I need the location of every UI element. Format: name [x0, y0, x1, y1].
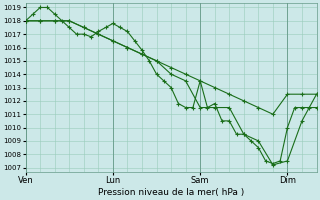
X-axis label: Pression niveau de la mer( hPa ): Pression niveau de la mer( hPa ): [98, 188, 244, 197]
